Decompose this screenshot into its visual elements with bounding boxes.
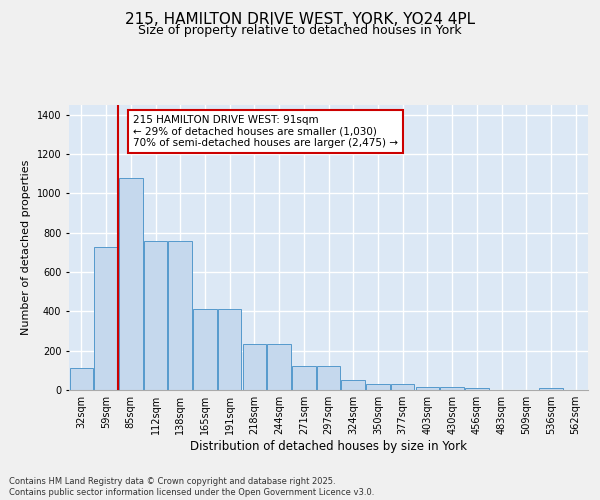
Bar (119, 178, 143, 390)
X-axis label: Distribution of detached houses by size in York: Distribution of detached houses by size … (190, 440, 467, 453)
Bar (391, 384, 415, 390)
Text: Size of property relative to detached houses in York: Size of property relative to detached ho… (138, 24, 462, 37)
Text: 215 HAMILTON DRIVE WEST: 91sqm
← 29% of detached houses are smaller (1,030)
70% : 215 HAMILTON DRIVE WEST: 91sqm ← 29% of … (133, 115, 398, 148)
Bar (70, 368, 93, 390)
Bar (366, 384, 389, 390)
Y-axis label: Number of detached properties: Number of detached properties (21, 160, 31, 335)
Text: 215, HAMILTON DRIVE WEST, YORK, YO24 4PL: 215, HAMILTON DRIVE WEST, YORK, YO24 4PL (125, 12, 475, 28)
Bar (144, 240, 167, 390)
Bar (218, 310, 241, 390)
Bar (317, 366, 340, 390)
Bar (94, 246, 118, 390)
Bar (242, 344, 266, 390)
Bar (268, 344, 291, 390)
Bar (193, 310, 217, 390)
Bar (440, 387, 464, 390)
Bar (539, 388, 563, 390)
Bar (416, 387, 439, 390)
Bar (292, 366, 316, 390)
Bar (341, 380, 365, 390)
Text: Contains HM Land Registry data © Crown copyright and database right 2025.
Contai: Contains HM Land Registry data © Crown c… (9, 478, 374, 497)
Bar (169, 240, 192, 390)
Bar (465, 388, 488, 390)
